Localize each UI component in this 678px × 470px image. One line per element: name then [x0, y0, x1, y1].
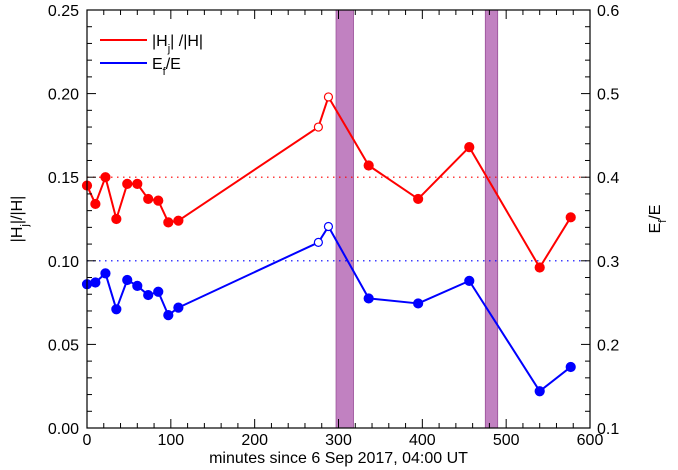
shaded-interval-0 [335, 9, 354, 429]
data-point-1-14 [464, 275, 475, 286]
y-axis-right-label: Ef/E [647, 205, 669, 234]
legend: |Hj| /|H| Ef/E [100, 33, 203, 78]
series-line-0 [86, 95, 572, 269]
shaded-intervals [335, 9, 499, 429]
data-point-0-5 [132, 178, 143, 189]
data-point-1-1 [90, 277, 101, 288]
data-point-0-14 [464, 142, 475, 153]
data-point-0-3 [111, 213, 122, 225]
data-point-1-4 [122, 274, 133, 286]
data-point-1-16 [565, 361, 576, 373]
data-point-0-11 [323, 92, 334, 102]
y-right-tick-label: 0.1 [597, 421, 619, 438]
data-point-0-2 [100, 172, 111, 183]
x-tick-label: 600 [577, 432, 604, 449]
y-right-tick-label: 0.5 [597, 87, 619, 104]
data-point-0-16 [565, 212, 576, 223]
data-point-1-9 [173, 302, 184, 313]
x-axis-label: minutes since 6 Sep 2017, 04:00 UT [209, 450, 468, 467]
y-right-tick-label: 0.3 [597, 254, 619, 271]
data-point-0-10 [313, 122, 323, 132]
data-point-1-5 [132, 280, 143, 291]
y-axis-left-label: |Hj|/|H| [9, 196, 31, 243]
data-point-0-7 [153, 195, 164, 206]
data-point-0-12 [363, 160, 374, 171]
data-point-0-15 [534, 262, 545, 273]
y-right-tick-label: 0.6 [597, 3, 619, 20]
data-point-0-4 [122, 178, 133, 189]
data-point-1-11 [323, 221, 334, 232]
x-tick-label: 500 [493, 432, 520, 449]
y-left-tick-label: 0.15 [48, 170, 79, 187]
data-point-1-12 [363, 293, 374, 304]
data-point-1-2 [100, 268, 111, 279]
x-tick-label: 200 [241, 432, 268, 449]
x-tick-label: 100 [157, 432, 184, 449]
data-point-1-3 [111, 304, 122, 315]
data-point-0-13 [413, 193, 424, 205]
x-tick-label: 0 [83, 432, 92, 449]
data-point-0-8 [163, 217, 174, 228]
data-point-1-13 [413, 298, 424, 309]
legend-label-ef: Ef/E [152, 56, 181, 78]
data-point-1-6 [143, 289, 154, 301]
y-left-tick-label: 0.10 [48, 254, 79, 271]
y-left-tick-label: 0.20 [48, 87, 79, 104]
data-point-1-15 [534, 386, 545, 397]
legend-label-hj: |Hj| /|H| [152, 33, 203, 55]
data-point-0-1 [90, 198, 101, 210]
data-point-1-7 [153, 286, 164, 297]
data-point-0-9 [173, 215, 184, 226]
y-right-tick-label: 0.4 [597, 170, 619, 187]
data-points [81, 92, 576, 397]
data-point-0-6 [143, 193, 154, 205]
y-left-tick-label: 0.05 [48, 337, 79, 354]
series-lines [86, 95, 572, 393]
shaded-interval-1 [484, 9, 499, 429]
series-line-1 [86, 225, 572, 393]
tick-labels: 0 100 200 300 400 500 600 0.00 0.05 0.10 0.15 0.20 0… [48, 3, 619, 449]
data-point-1-10 [313, 237, 323, 248]
axis-ticks [86, 9, 591, 429]
y-right-tick-label: 0.2 [597, 337, 619, 354]
y-left-tick-label: 0.00 [48, 421, 79, 438]
x-tick-label: 400 [409, 432, 436, 449]
x-tick-label: 300 [325, 432, 352, 449]
data-point-1-8 [163, 310, 174, 321]
y-left-tick-label: 0.25 [48, 3, 79, 20]
